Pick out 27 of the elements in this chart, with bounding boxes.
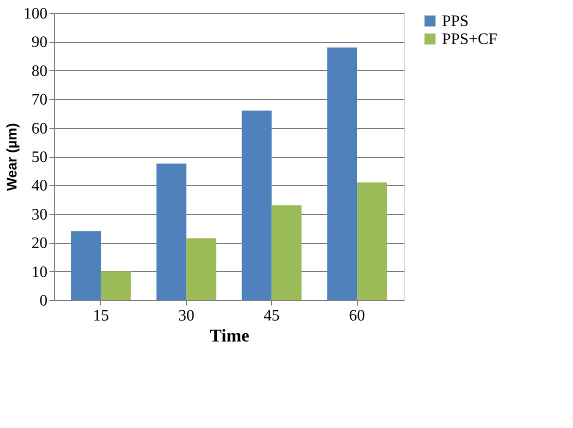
y-tick-label: 10 [32,264,48,281]
y-tick-label: 100 [24,6,48,22]
bar [71,231,101,300]
x-tick-label: 15 [92,308,109,324]
y-tick-label: 30 [32,206,48,224]
legend-label: PPS [442,13,469,30]
y-tick-label: 50 [32,149,48,166]
bar [327,47,358,300]
bar [272,205,302,300]
x-tick-label: 30 [178,308,194,324]
y-axis-title: Wear (µm) [4,123,20,191]
bar [186,238,216,300]
y-tick-label: 20 [32,235,48,252]
x-axis-title: Time [210,326,250,346]
legend-label: PPS+CF [442,31,498,48]
y-tick-label: 70 [32,92,48,109]
x-tick-label: 45 [264,308,280,324]
x-tick-label: 60 [349,308,366,324]
bar [357,182,387,300]
y-tick-label: 60 [32,120,48,138]
y-tick-label: 80 [32,62,48,80]
bar [100,271,131,300]
bar [156,164,186,300]
y-tick-label: 40 [32,178,48,195]
y-tick-label: 90 [32,34,48,52]
y-tick-label: 0 [40,292,48,310]
bar [242,110,272,300]
